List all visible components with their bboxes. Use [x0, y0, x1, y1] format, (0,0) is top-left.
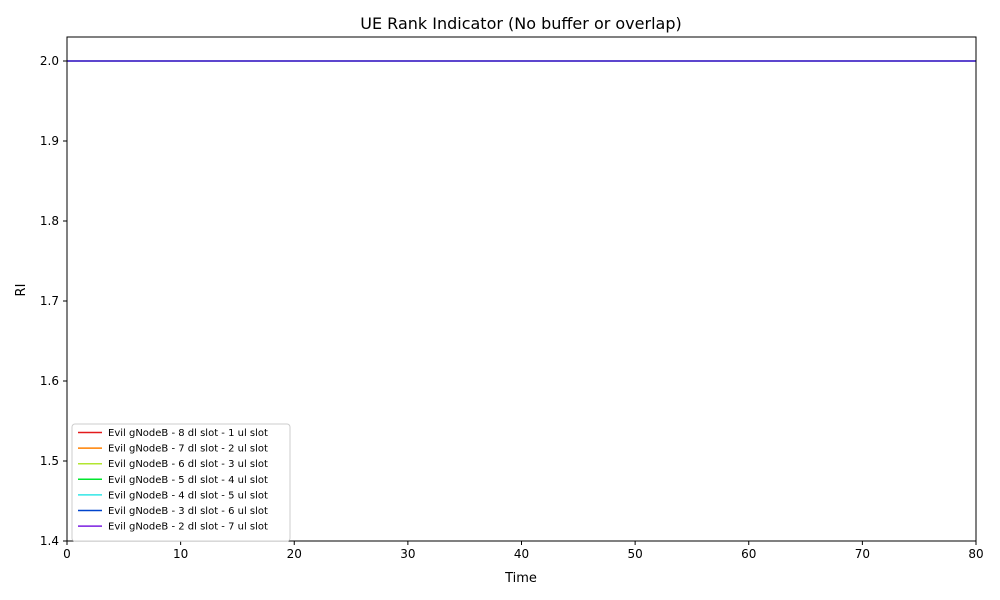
x-tick-label: 80 [968, 547, 983, 561]
legend-label: Evil gNodeB - 4 dl slot - 5 ul slot [108, 490, 268, 501]
x-axis-label: Time [504, 571, 537, 586]
y-tick-label: 1.4 [40, 534, 59, 548]
legend-label: Evil gNodeB - 5 dl slot - 4 ul slot [108, 475, 268, 486]
y-tick-label: 2.0 [40, 54, 59, 68]
y-axis-label: RI [14, 284, 29, 297]
x-tick-label: 50 [627, 547, 642, 561]
chart-title: UE Rank Indicator (No buffer or overlap) [360, 14, 681, 33]
x-tick-label: 70 [855, 547, 870, 561]
legend-label: Evil gNodeB - 8 dl slot - 1 ul slot [108, 428, 268, 439]
legend-label: Evil gNodeB - 3 dl slot - 6 ul slot [108, 506, 268, 517]
x-tick-label: 30 [400, 547, 415, 561]
x-tick-label: 10 [173, 547, 188, 561]
legend-box [71, 423, 291, 542]
x-tick-label: 20 [287, 547, 302, 561]
x-tick-label: 40 [514, 547, 529, 561]
y-tick-label: 1.6 [40, 374, 59, 388]
y-tick-label: 1.9 [40, 134, 59, 148]
x-tick-label: 60 [741, 547, 756, 561]
legend-label: Evil gNodeB - 2 dl slot - 7 ul slot [108, 522, 268, 533]
y-tick-label: 1.5 [40, 454, 59, 468]
legend-label: Evil gNodeB - 7 dl slot - 2 ul slot [108, 444, 268, 455]
plot-area: 0 10 20 30 40 50 60 70 80 1.4 1.5 1.6 1.7 1.8 1.9 2.0 Ev… [40, 36, 984, 561]
legend-label: Evil gNodeB - 6 dl slot - 3 ul slot [108, 459, 268, 470]
y-tick-label: 1.7 [40, 294, 59, 308]
x-tick-label: 0 [63, 547, 71, 561]
y-tick-label: 1.8 [40, 214, 59, 228]
